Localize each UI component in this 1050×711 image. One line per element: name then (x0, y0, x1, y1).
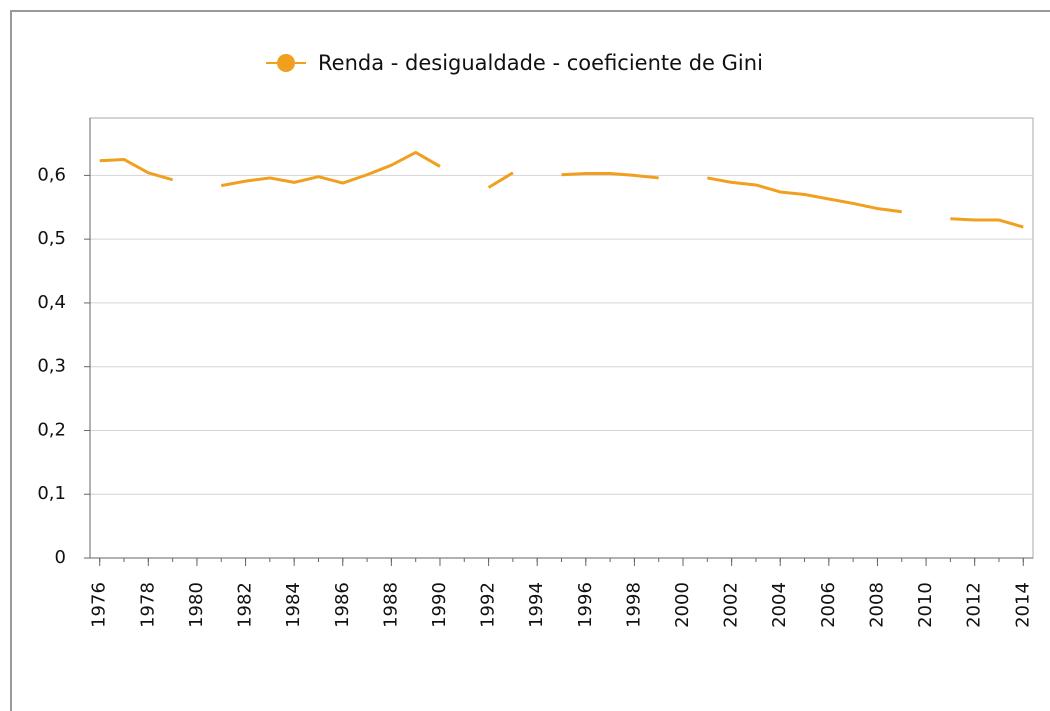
x-tick-label: 1996 (575, 582, 596, 628)
x-tick-label: 1988 (380, 582, 401, 628)
x-tick-label: 1976 (89, 582, 110, 628)
x-tick-label: 2004 (769, 582, 790, 628)
legend-label: Renda - desigualdade - coeficiente de Gi… (318, 51, 763, 75)
legend-marker (277, 54, 295, 72)
x-tick-label: 1980 (186, 582, 207, 628)
x-tick-label: 1992 (478, 582, 499, 628)
x-tick-label: 1990 (429, 582, 450, 628)
plot-area (89, 117, 1034, 559)
x-tick-label: 2006 (818, 582, 839, 628)
y-tick-label: 0,6 (37, 164, 66, 185)
y-tick-label: 0,3 (37, 356, 66, 377)
x-tick-label: 2002 (721, 582, 742, 628)
x-tick-label: 1982 (235, 582, 256, 628)
x-tick-label: 1986 (332, 582, 353, 628)
y-tick-label: 0,4 (37, 292, 66, 313)
x-tick-label: 1998 (623, 582, 644, 628)
x-tick-label: 2012 (964, 582, 985, 628)
x-tick-label: 1984 (283, 582, 304, 628)
x-tick-label: 1978 (137, 582, 158, 628)
x-tick-label: 2010 (915, 582, 936, 628)
y-tick-label: 0,2 (37, 419, 66, 440)
y-tick-label: 0 (55, 547, 66, 568)
x-tick-label: 1994 (526, 582, 547, 628)
x-tick-label: 2000 (672, 582, 693, 628)
y-tick-label: 0,5 (37, 228, 66, 249)
x-tick-label: 2014 (1012, 582, 1033, 628)
y-tick-label: 0,1 (37, 483, 66, 504)
x-tick-label: 2008 (866, 582, 887, 628)
line-series (99, 150, 1024, 229)
